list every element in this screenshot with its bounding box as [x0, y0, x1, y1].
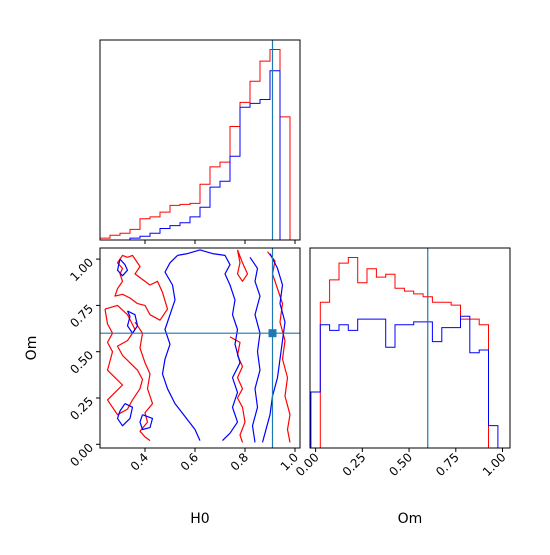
joint-x-tick-label: 0.6	[178, 450, 201, 473]
joint-y-tick-label: 1.00	[67, 255, 96, 284]
joint-x-tick-label: 0.4	[128, 450, 151, 473]
contour-red-0	[114, 254, 169, 321]
joint-x-axis-label: H0	[190, 511, 209, 527]
joint-y-axis-label: Om	[24, 336, 40, 361]
om-histogram-blue	[310, 315, 508, 448]
h0-marks	[100, 40, 300, 240]
joint-y-tick-label: 0.25	[67, 394, 96, 423]
joint-x-tick-label: 0.8	[228, 450, 251, 473]
contour-red-3	[267, 251, 291, 443]
om-x-tick-label: 1.00	[480, 450, 509, 479]
h0-histogram-red	[100, 49, 300, 240]
contour-blue-6	[177, 249, 241, 442]
om-x-tick-label: 0.75	[433, 450, 462, 479]
contour-blue-12	[139, 414, 154, 431]
joint-y-tick-label: 0.75	[67, 302, 96, 331]
om-marks	[310, 248, 508, 448]
contour-red-5	[236, 249, 249, 282]
om-x-axis-label: Om	[398, 511, 423, 527]
contour-red-1	[104, 304, 144, 416]
contour-blue-9	[261, 253, 286, 443]
truth-marker	[268, 329, 277, 338]
contour-red-2	[134, 321, 154, 442]
h0-histogram-blue	[100, 70, 300, 240]
joint-frame	[99, 247, 301, 449]
joint-y-tick-label: 0.00	[67, 441, 96, 470]
joint-marks	[100, 248, 300, 448]
contour-blue-7	[161, 254, 201, 441]
joint-y-tick-label: 0.50	[67, 348, 96, 377]
om-histogram-red	[310, 257, 508, 448]
contour-blue-13	[116, 258, 129, 277]
om-x-tick-label: 0.50	[386, 450, 415, 479]
om-x-tick-label: 0.00	[293, 450, 322, 479]
contour-blue-8	[249, 256, 261, 443]
h0-frame	[99, 39, 301, 241]
contour-blue-11	[116, 403, 134, 427]
contour-blue-10	[126, 310, 139, 334]
om-frame	[309, 247, 511, 449]
om-x-tick-label: 0.25	[340, 450, 369, 479]
contour-red-4	[229, 336, 246, 443]
